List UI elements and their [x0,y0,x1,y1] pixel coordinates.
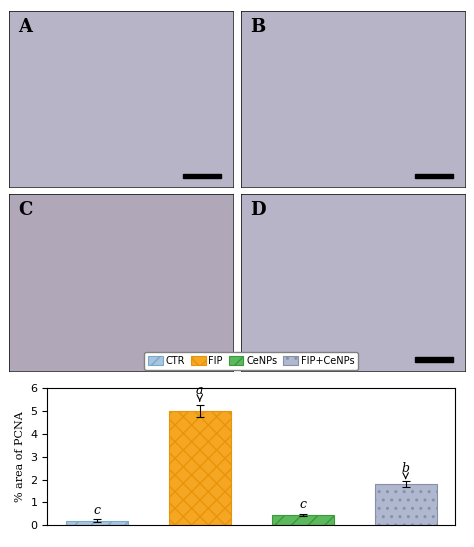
Bar [66,521,128,525]
Text: c: c [93,504,100,517]
Bar [415,174,453,178]
Text: B: B [250,18,265,36]
Text: a: a [196,385,203,397]
Bar [375,484,437,525]
Text: c: c [299,498,306,511]
Bar [183,357,221,362]
Text: D: D [250,201,266,219]
Bar [183,174,221,178]
Text: A: A [18,18,32,36]
Text: C: C [18,201,33,219]
Bar [415,357,453,362]
Legend: CTR, FIP, CeNPs, FIP+CeNPs: CTR, FIP, CeNPs, FIP+CeNPs [144,352,358,370]
Bar [272,515,334,525]
Y-axis label: % area of PCNA: % area of PCNA [15,411,25,502]
Text: b: b [401,462,410,475]
Bar [169,411,231,525]
